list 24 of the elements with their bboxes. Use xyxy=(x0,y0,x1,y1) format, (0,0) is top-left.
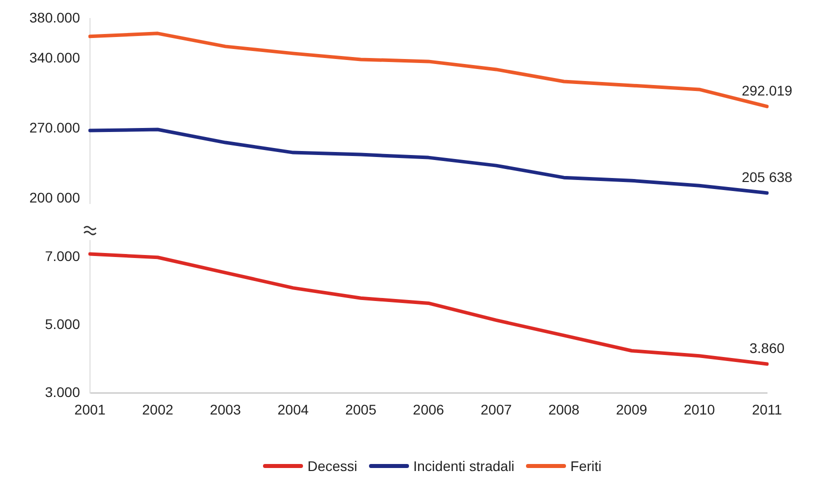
legend-label: Decessi xyxy=(307,458,358,474)
y-tick-label: 3.000 xyxy=(44,384,80,400)
legend-label: Incidenti stradali xyxy=(413,458,514,474)
x-tick-label: 2007 xyxy=(480,401,512,418)
y-tick-label: 200 000 xyxy=(29,189,80,206)
y-tick-label: 5.000 xyxy=(44,316,80,332)
x-tick-label: 2002 xyxy=(142,401,174,418)
x-tick-label: 2009 xyxy=(616,401,648,418)
data-label: 292.019 xyxy=(742,82,793,98)
x-tick-label: 2004 xyxy=(278,401,309,418)
x-tick-label: 2001 xyxy=(74,401,106,418)
legend-label: Feriti xyxy=(570,458,602,474)
x-tick-label: 2003 xyxy=(210,401,242,418)
x-tick-label: 2008 xyxy=(548,401,580,418)
x-tick-label: 2011 xyxy=(752,401,782,418)
x-tick-label: 2010 xyxy=(684,401,716,418)
data-label: 205 638 xyxy=(742,168,793,185)
data-label: 3.860 xyxy=(749,340,785,356)
y-tick-label: 270.000 xyxy=(29,119,80,136)
y-tick-label: 380.000 xyxy=(29,9,80,26)
y-tick-label: 7.000 xyxy=(44,248,80,264)
x-tick-label: 2006 xyxy=(412,401,444,418)
y-tick-label: 340.000 xyxy=(29,49,80,66)
x-tick-label: 2005 xyxy=(345,401,377,418)
